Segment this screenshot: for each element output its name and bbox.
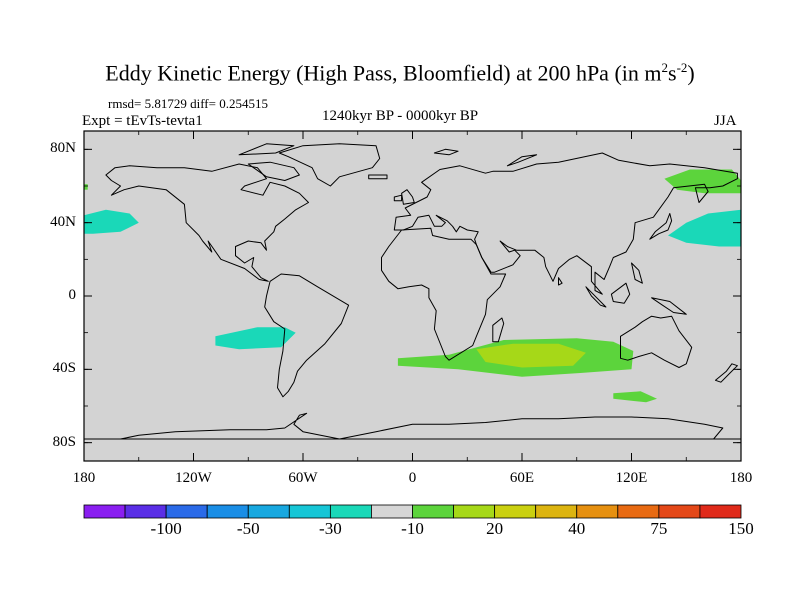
colorbar-label: -10: [401, 519, 424, 538]
anomaly-north-pacific-negative: [84, 209, 139, 234]
colorbar-label: 40: [568, 519, 586, 538]
colorbar-label: 150: [728, 519, 754, 538]
colorbar-swatch: [247, 504, 290, 519]
colorbar-label: -30: [319, 519, 342, 538]
anomaly-arctic-positive-west: [84, 184, 88, 190]
anomaly-southern-ocean-core: [476, 343, 586, 368]
lat-label: 40S: [52, 360, 76, 377]
coastline-madagascar: [492, 317, 505, 343]
map-background: [84, 131, 741, 461]
lon-label: 60W: [288, 470, 318, 486]
title-close-paren: ): [687, 60, 695, 86]
coastline-australia: [620, 315, 693, 368]
coastline-borneo: [610, 282, 631, 304]
coastline-south-america: [264, 273, 350, 398]
coastline-ellesmere-island: [238, 143, 295, 156]
map-title: Eddy Kinetic Energy (High Pass, Bloomfie…: [0, 60, 800, 86]
colorbar-swatch: [699, 504, 742, 519]
colorbar-swatch: [617, 504, 660, 519]
coastline-iceland: [368, 174, 388, 180]
colorbar-swatch: [576, 504, 619, 519]
lon-label: 120E: [615, 470, 648, 486]
colorbar-label: -100: [150, 519, 182, 538]
anomaly-south-pacific-negative: [215, 327, 296, 350]
colorbar-swatch: [288, 504, 331, 519]
title-main-text: Eddy Kinetic Energy (High Pass, Bloomfie…: [105, 60, 662, 86]
rmsd-diff-text: rmsd= 5.81729 diff= 0.254515: [108, 96, 268, 111]
lon-label: 180: [72, 470, 96, 486]
coastline-sri-lanka: [558, 277, 563, 286]
lon-label: 120W: [175, 470, 212, 486]
title-s-unit: s: [668, 60, 677, 86]
coastline-baffin-island: [247, 161, 300, 181]
lat-label: 80S: [52, 433, 76, 450]
period-label: 1240kyr BP - 0000kyr BP: [322, 108, 479, 124]
colorbar-swatch: [371, 504, 413, 519]
lat-label: 0: [68, 287, 77, 303]
coastline-eurasia: [393, 152, 738, 295]
lon-label: 0: [408, 470, 417, 486]
colorbar-swatch: [329, 504, 372, 519]
colorbar-swatch: [494, 504, 537, 519]
colorbar-swatch: [124, 504, 167, 519]
colorbar-swatch: [658, 504, 701, 519]
colorbar-swatch: [206, 504, 249, 519]
colorbar-swatch: [165, 504, 208, 519]
coastline-philippines: [631, 262, 643, 284]
lat-label: 80N: [50, 140, 76, 157]
colorbar: [83, 504, 742, 519]
anomaly-arctic-positive-east: [664, 169, 741, 194]
season-label: JJA: [714, 113, 737, 129]
map-plot-area: [83, 130, 742, 462]
lat-label: 40N: [50, 213, 76, 230]
title-superscript-2: 2: [661, 60, 669, 75]
coastline-new-zealand: [715, 363, 738, 383]
colorbar-label: -50: [236, 519, 260, 538]
title-superscript-neg2: -2: [676, 60, 688, 75]
coastline-ireland: [393, 194, 403, 202]
colorbar-label: 75: [650, 519, 668, 538]
colorbar-swatch: [535, 504, 578, 519]
anomaly-australia-south-positive: [613, 391, 657, 403]
lon-label: 180: [729, 470, 753, 486]
coastline-svalbard: [433, 148, 459, 156]
coastline-novaya-zemlya: [506, 154, 538, 167]
coastline-sumatra: [585, 286, 607, 308]
colorbar-swatch: [453, 504, 496, 519]
experiment-label: Expt = tEvTs-tevta1: [82, 113, 203, 129]
coastline-greenland: [278, 143, 381, 187]
coastline-antarctica: [84, 412, 741, 440]
coastline-new-guinea: [651, 297, 687, 315]
anomaly-northwest-pacific-negative: [668, 209, 741, 247]
colorbar-label: 20: [486, 519, 504, 538]
coastline-africa: [381, 227, 507, 361]
colorbar-swatch: [412, 504, 454, 519]
lon-label: 60E: [509, 470, 535, 486]
colorbar-swatch: [83, 504, 126, 519]
coastline-japan: [649, 213, 673, 240]
